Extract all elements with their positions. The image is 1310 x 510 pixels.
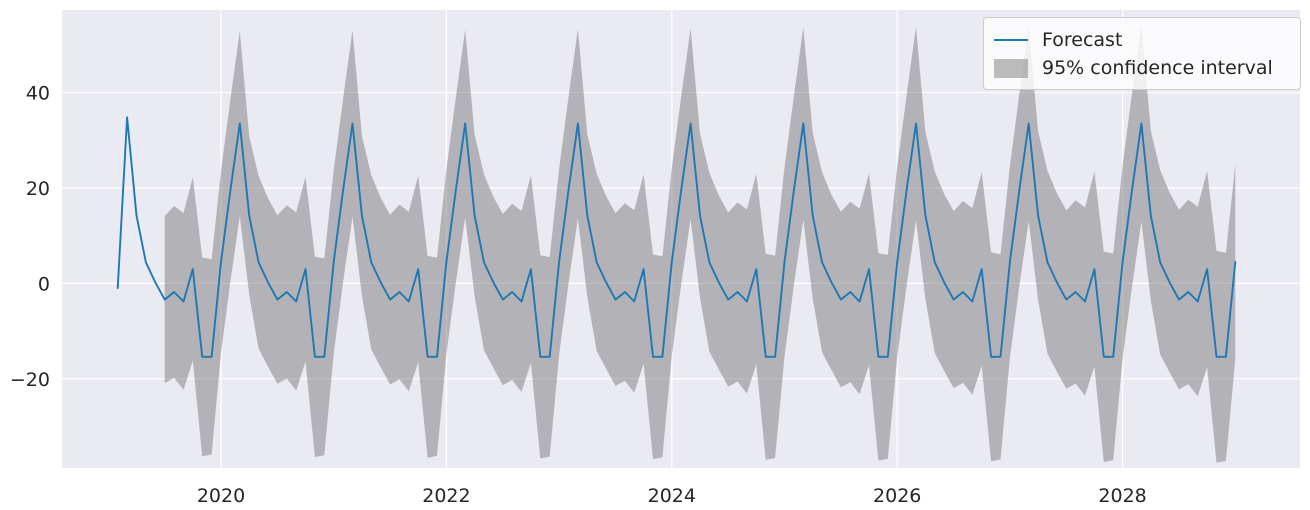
confidence-interval-band [164,25,1236,463]
forecast-line [116,116,1237,358]
x-tick-label: 2022 [422,485,470,507]
y-tick-label: 20 [26,178,50,200]
forecast-line-swatch [994,39,1028,42]
confidence-interval-patch-swatch [994,59,1028,79]
y-tick-label: 0 [38,273,50,295]
y-axis-tick-labels: 40 20 0 −20 [10,83,50,391]
legend-item-forecast: Forecast [994,26,1288,55]
x-tick-label: 2020 [197,485,245,507]
y-tick-label: 40 [26,83,50,105]
legend: Forecast 95% confidence interval [983,17,1301,90]
legend-item-confidence-interval: 95% confidence interval [994,55,1288,84]
legend-label-confidence-interval: 95% confidence interval [1042,57,1273,80]
legend-label-forecast: Forecast [1042,28,1123,51]
x-tick-label: 2024 [648,485,696,507]
y-tick-label: −20 [10,369,50,391]
x-axis-tick-labels: 2020 2022 2024 2026 2028 [197,485,1147,507]
x-tick-label: 2026 [873,485,921,507]
x-tick-label: 2028 [1098,485,1146,507]
